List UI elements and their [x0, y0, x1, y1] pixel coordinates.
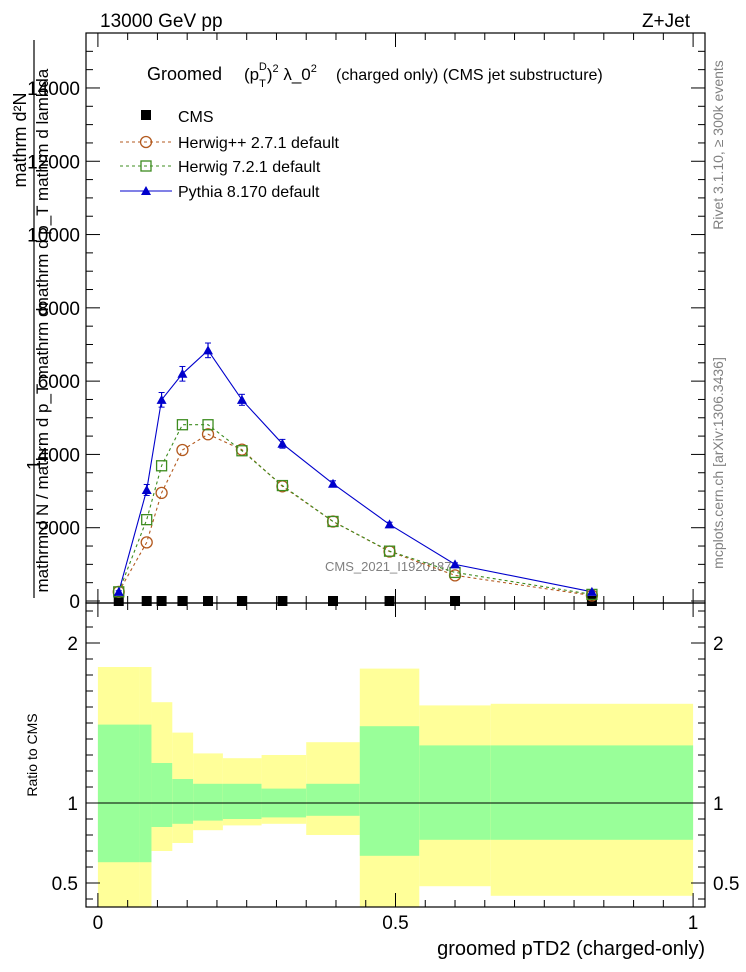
ratio-axis-ticks [86, 603, 705, 907]
ratio-ytick-label: 2 [67, 634, 78, 655]
herwig7-data-point [155, 460, 168, 472]
herwig7-data-point [141, 513, 153, 526]
pythia-data-point [450, 559, 461, 569]
legend-herwigpp-marker [139, 135, 153, 149]
ratio-ytick-label: 0.5 [52, 874, 78, 895]
ratio-bands [97, 667, 694, 907]
herwig7-data-point [383, 545, 396, 557]
mcplots-label: mcplots.cern.ch [arXiv:1306.3436] [710, 357, 726, 569]
main-ytick-label: 12000 [27, 152, 80, 173]
herwigpp-data-point [176, 443, 189, 457]
legend-pythia-label: Pythia 8.170 default [178, 184, 320, 201]
cms-data-point [203, 596, 214, 606]
legend: CMS Herwig++ 2.7.1 default Herwig 7.2.1 … [120, 109, 340, 201]
main-ytick-label: 2000 [38, 519, 80, 540]
series-line-1 [118, 433, 592, 597]
ratio-green-band-bin [193, 783, 223, 821]
pythia-data-point [203, 345, 214, 355]
main-ytick-label: 0 [69, 592, 80, 613]
plot-title-formula: (pTD)2 λ_02 [244, 61, 317, 90]
legend-herwigpp-label: Herwig++ 2.7.1 default [178, 135, 340, 152]
x-tick-label: 0 [93, 913, 104, 934]
ratio-green-band-bin [151, 763, 173, 827]
main-ytick-label: 10000 [27, 226, 80, 247]
pythia-data-point [328, 478, 339, 488]
ratio-green-band-bin [306, 783, 360, 816]
x-axis-label: groomed pTD2 (charged-only) [437, 938, 705, 960]
ratio-ylabel: Ratio to CMS [24, 713, 40, 796]
watermark: CMS_2021_I1920187 [325, 559, 452, 574]
cms-data-point [177, 596, 188, 606]
cms-data-point [277, 596, 288, 606]
ratio-green-band-bin [139, 724, 152, 863]
herwig7-data-point [327, 515, 339, 528]
ratio-green-band-bin [222, 783, 262, 819]
series-layer [112, 342, 599, 606]
ratio-ytick-label-right: 2 [713, 634, 724, 655]
ratio-green-band-bin [97, 724, 140, 863]
pythia-data-point [156, 394, 167, 404]
pythia-data-point [113, 586, 124, 596]
cms-data-point [384, 596, 395, 606]
ratio-green-band-bin [172, 779, 194, 824]
herwigpp-data-point [201, 428, 215, 441]
main-ytick-labels: 0 2000 4000 6000 8000 10000 12000 14000 [27, 79, 80, 613]
series-line-3 [118, 349, 593, 593]
rivet-version-label: Rivet 3.1.10, ≥ 300k events [710, 60, 726, 230]
ratio-ytick-label-right: 0.5 [713, 874, 739, 895]
legend-herwig7-marker [140, 160, 152, 172]
cms-data-point [328, 596, 339, 606]
main-axis-ticks [86, 33, 705, 603]
x-tick-label: 1 [688, 913, 699, 934]
ratio-green-band-bin [419, 745, 491, 840]
plot-title-rest: (charged only) (CMS jet substructure) [336, 67, 603, 84]
x-tick-labels: 0 0.5 1 [93, 913, 699, 934]
main-ytick-label: 8000 [38, 299, 80, 320]
ratio-ytick-label: 1 [67, 794, 78, 815]
main-y-label: 1 mathrm d²N mathrm d p_T mathrm d lambd… [10, 40, 52, 598]
cms-data-point [450, 596, 461, 606]
herwigpp-data-point [155, 486, 168, 500]
x-tick-label: 0.5 [382, 913, 408, 934]
legend-pythia-marker [141, 186, 151, 195]
pythia-data-point [384, 519, 395, 529]
legend-cms-label: CMS [178, 109, 214, 126]
main-ylabel-line1: mathrm d²N [10, 92, 30, 187]
pythia-data-point [177, 368, 188, 378]
herwig7-data-point [276, 479, 289, 492]
legend-cms-marker [141, 110, 151, 120]
herwig7-data-point [176, 419, 189, 431]
cms-data-point [141, 596, 152, 606]
herwig7-data-point [236, 445, 248, 457]
herwig7-data-point [202, 419, 214, 431]
cms-data-point [236, 596, 247, 606]
pythia-data-point [586, 586, 597, 596]
plot-title: Groomed (pTD)2 λ_02 (charged only) (CMS … [147, 61, 603, 90]
main-ytick-label: 6000 [38, 372, 80, 393]
herwigpp-data-point [448, 569, 462, 582]
pythia-data-point [236, 394, 247, 404]
herwigpp-data-point [326, 515, 340, 528]
herwigpp-data-point [140, 536, 153, 549]
energy-label: 13000 GeV pp [100, 11, 223, 32]
main-ylabel-full: mathrm d N / mathrm d p_T mathrm d [33, 308, 52, 593]
series-line-2 [118, 424, 593, 595]
main-ytick-label: 14000 [27, 79, 80, 100]
ratio-green-band-bin [490, 745, 694, 840]
main-ylabel-line2: mathrm d p_T mathrm d lambda [33, 68, 52, 311]
pythia-data-point [277, 438, 288, 448]
cms-data-point [113, 596, 124, 606]
cms-data-point [156, 596, 167, 606]
ratio-tick-labels: 0.5 0.5 1 1 2 2 [52, 634, 740, 895]
ratio-ytick-label-right: 1 [713, 794, 724, 815]
plot-title-main: Groomed [147, 64, 222, 84]
process-label: Z+Jet [642, 11, 691, 32]
pythia-data-point [141, 484, 152, 494]
legend-herwig7-label: Herwig 7.2.1 default [178, 159, 321, 176]
main-ytick-label: 4000 [38, 445, 80, 466]
ratio-green-band-bin [359, 726, 420, 856]
